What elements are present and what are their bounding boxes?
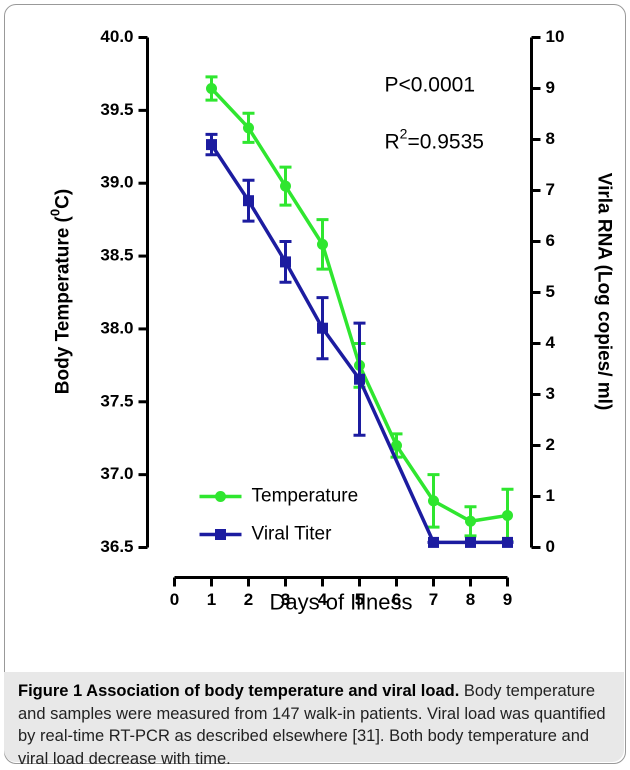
marker <box>391 440 402 451</box>
x-tick-label: 7 <box>429 590 438 609</box>
x-tick-label: 3 <box>281 590 290 609</box>
y2-tick-label: 6 <box>546 231 555 250</box>
y-tick-label: 38.5 <box>100 246 133 265</box>
series-line <box>210 143 508 545</box>
marker <box>502 536 513 548</box>
legend-marker <box>215 529 226 540</box>
x-tick-label: 0 <box>170 590 179 609</box>
x-axis-title: Days of Illness <box>269 589 412 614</box>
marker <box>280 256 291 268</box>
x-tick-label: 6 <box>392 590 401 609</box>
x-tick-label: 4 <box>318 590 328 609</box>
y-axis-title-part: Body Temperature ( <box>53 215 74 394</box>
marker <box>317 322 328 334</box>
y-tick-label: 39.0 <box>100 173 133 192</box>
chart: 36.5 37.0 37.5 38.0 38.5 39.0 39.5 40.0 0 1 2 3 4 5 6 7… <box>47 27 614 614</box>
y2-tick-label: 2 <box>546 435 555 454</box>
x-tick-label: 5 <box>355 590 364 609</box>
marker <box>317 238 328 250</box>
marker <box>243 195 254 207</box>
y2-tick-label: 1 <box>546 486 555 505</box>
marker <box>243 122 254 134</box>
marker <box>465 515 476 527</box>
y2-tick-label: 8 <box>546 129 555 148</box>
marker <box>428 536 439 548</box>
annotation-part: R <box>385 130 400 153</box>
marker <box>354 373 365 385</box>
annotation: P<0.0001 <box>385 73 476 96</box>
x-tick-label: 8 <box>466 590 475 609</box>
y-tick-label: 38.0 <box>100 318 133 337</box>
annotation: R2=0.9535 <box>385 125 484 153</box>
marker <box>206 139 217 151</box>
legend-label: Viral Titer <box>252 524 333 545</box>
y2-tick-label: 0 <box>546 537 555 556</box>
y-tick-label: 39.5 <box>100 100 133 119</box>
marker <box>502 509 513 521</box>
marker <box>206 83 217 94</box>
y-axis-title-part: 0 <box>47 209 62 216</box>
legend-label: Temperature <box>252 486 359 507</box>
marker <box>465 536 476 548</box>
series-line <box>210 87 508 524</box>
y2-tick-label: 3 <box>546 384 555 403</box>
y-axis-title: Body Temperature (0C) <box>47 189 73 394</box>
figure-frame: 36.5 37.0 37.5 38.0 38.5 39.0 39.5 40.0 0 1 2 3 4 5 6 7… <box>4 4 626 764</box>
y2-tick-label: 10 <box>546 27 565 46</box>
y2-axis-title: Virla RNA (Log copies/ ml) <box>593 173 614 411</box>
y2-tick-label: 4 <box>546 333 556 352</box>
caption-title: Figure 1 Association of body temperature… <box>18 682 460 700</box>
y2-tick-label: 7 <box>546 180 555 199</box>
annotation-part: P<0.0001 <box>385 73 476 96</box>
marker <box>280 180 291 192</box>
x-tick-label: 2 <box>244 590 253 609</box>
marker <box>428 495 439 507</box>
legend-marker <box>215 491 226 502</box>
y2-tick-label: 5 <box>546 282 555 301</box>
caption-text: Body temperature and samples were measur… <box>18 682 606 768</box>
y-tick-label: 36.5 <box>100 537 133 556</box>
y-axis-title-part: C) <box>53 189 74 209</box>
y2-tick-label: 9 <box>546 78 555 97</box>
x-tick-label: 9 <box>503 590 512 609</box>
y-tick-label: 40.0 <box>100 27 133 46</box>
annotation-part: =0.9535 <box>407 130 484 153</box>
caption: Figure 1 Association of body temperature… <box>4 672 624 768</box>
y-tick-label: 37.0 <box>100 464 133 483</box>
x-tick-label: 1 <box>207 590 216 609</box>
annotation-part: 2 <box>400 125 408 141</box>
y-tick-label: 37.5 <box>100 391 133 410</box>
